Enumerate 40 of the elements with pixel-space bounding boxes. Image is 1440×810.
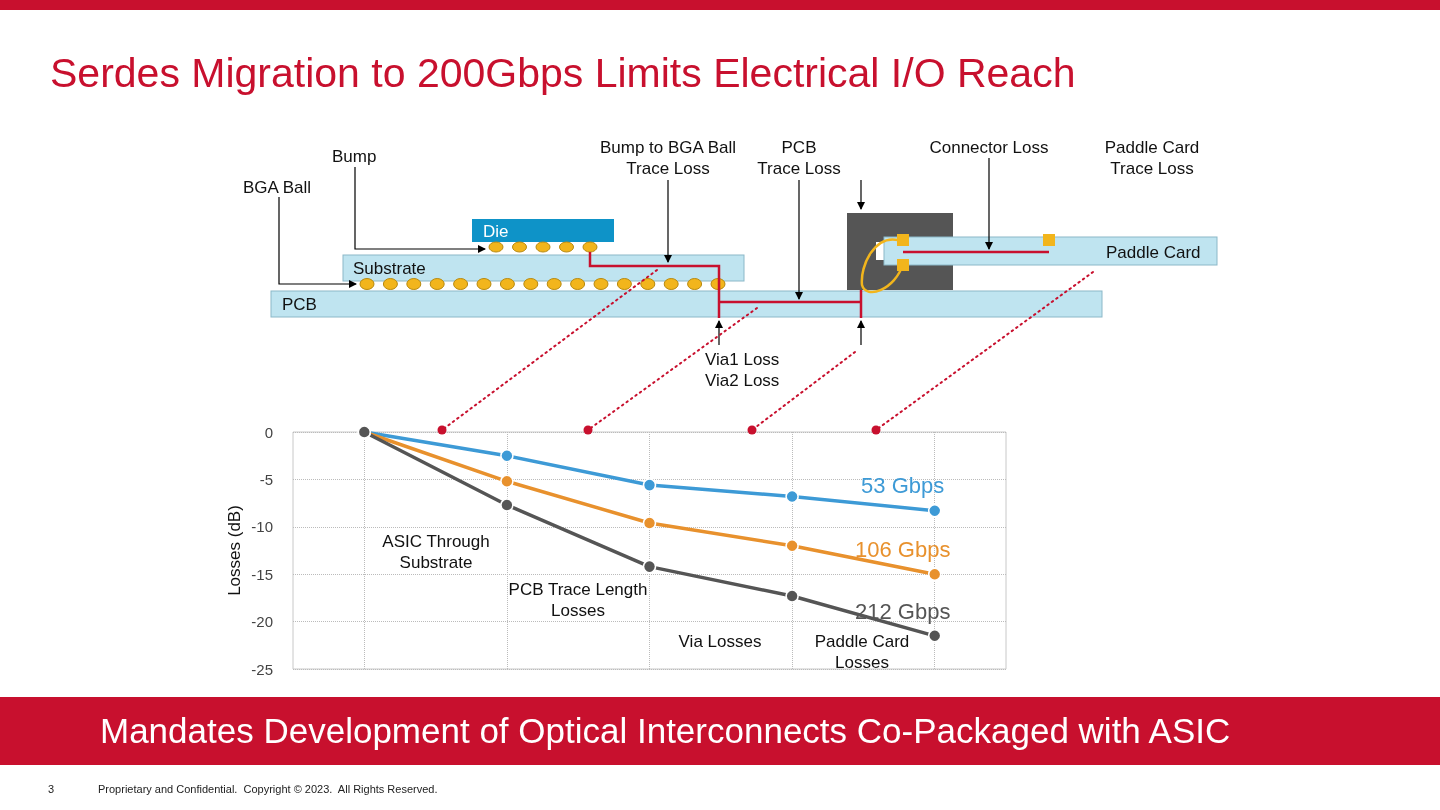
text: Connector Loss — [929, 137, 1049, 158]
text: Substrate — [353, 258, 426, 279]
point — [927, 567, 942, 581]
point — [500, 474, 514, 489]
point — [500, 498, 514, 512]
text: PCB — [282, 294, 317, 315]
chart-title: Serdes Migration to 200Gbps Limits Electrical I/O Reach — [50, 50, 1076, 97]
text: PCB Trace Loss — [757, 137, 841, 179]
y-tick-label: -5 — [259, 470, 273, 488]
point — [500, 448, 514, 463]
y-tick-label: -15 — [251, 565, 273, 583]
text: Proprietary and Confidential. Copyright © 2023. All Rights Reserved. — [98, 782, 438, 796]
y-tick-label: -10 — [251, 518, 273, 536]
annotation: PCB Trace Length Losses — [508, 579, 648, 621]
text: Mandates Development of Optical Interconnects Co-Packaged with ASIC — [100, 711, 1231, 751]
point — [927, 503, 942, 518]
annotation: Via Losses — [678, 631, 762, 652]
text: Paddle Card Trace Loss — [1104, 137, 1200, 179]
point — [785, 489, 799, 504]
annotation: ASIC Through Substrate — [382, 531, 490, 573]
y-axis-title: Losses (dB) — [225, 505, 244, 596]
text: Via1 Loss Via2 Loss — [705, 349, 780, 391]
annotation: Paddle Card Losses — [814, 631, 910, 673]
series-label: 53 Gbps — [861, 473, 945, 499]
y-tick-label: -25 — [251, 660, 273, 678]
point — [785, 539, 799, 553]
point — [785, 589, 799, 603]
text: Die — [483, 221, 509, 242]
point — [642, 559, 657, 574]
text: Bump — [332, 146, 377, 167]
text: 3 — [48, 782, 55, 796]
text: BGA Ball — [243, 177, 312, 198]
series-label: 106 Gbps — [855, 536, 951, 562]
point — [642, 516, 657, 530]
text: Paddle Card — [1106, 242, 1201, 263]
text: Bump to BGA Ball Trace Loss — [599, 137, 737, 179]
y-tick-label: -20 — [251, 613, 273, 631]
y-tick-label: 0 — [264, 423, 273, 441]
point — [642, 478, 657, 492]
point — [927, 629, 942, 643]
